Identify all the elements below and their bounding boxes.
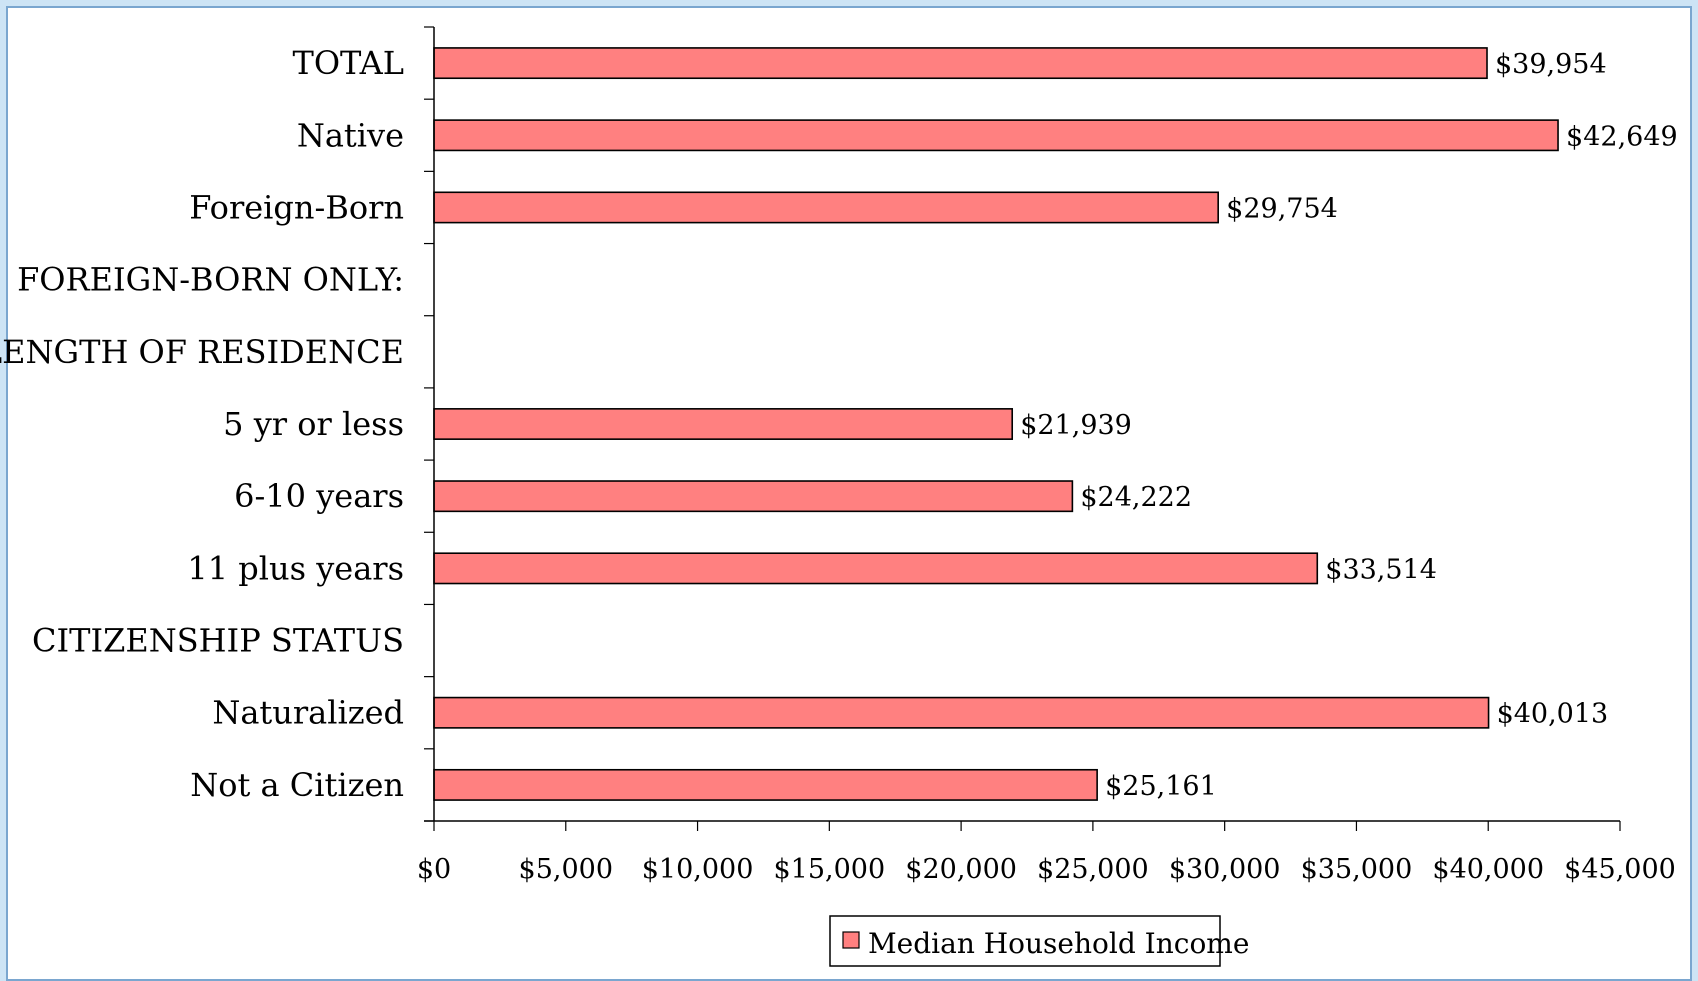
value-label: $25,161	[1105, 771, 1217, 802]
value-label: $40,013	[1497, 699, 1609, 730]
category-label: Native	[297, 116, 404, 154]
value-labels: $39,954 $42,649 $29,754 $21,939 $24,222 $33,5…	[1020, 49, 1677, 802]
x-tick-label: $0	[417, 854, 451, 885]
x-tick-label: $15,000	[774, 854, 886, 885]
legend-box	[829, 915, 1221, 967]
bar	[433, 768, 1098, 801]
bar	[433, 408, 1014, 440]
category-label: Not a Citizen	[190, 766, 404, 804]
x-tick-label: $25,000	[1037, 854, 1149, 885]
value-label: $39,954	[1495, 49, 1607, 80]
x-tick-label: $20,000	[905, 854, 1017, 885]
value-label: $33,514	[1325, 554, 1437, 585]
bars	[433, 47, 1559, 801]
category-label: TOTAL	[292, 44, 404, 82]
bar	[433, 696, 1490, 729]
bar	[433, 480, 1074, 513]
x-tick-label: $35,000	[1301, 854, 1413, 885]
category-label: Foreign-Born	[189, 188, 404, 226]
value-label: $42,649	[1566, 121, 1678, 152]
x-tick-label: $10,000	[642, 854, 754, 885]
category-label: CITIZENSHIP STATUS	[32, 622, 404, 660]
category-label: 6-10 years	[234, 477, 404, 515]
category-label: 5 yr or less	[223, 405, 404, 443]
value-label: $29,754	[1226, 193, 1338, 224]
x-tick-label: $40,000	[1432, 854, 1544, 885]
bar	[433, 552, 1319, 585]
x-tick-label: $45,000	[1564, 854, 1676, 885]
category-label: 11 plus years	[187, 549, 404, 587]
bar	[433, 191, 1219, 224]
legend: Median Household Income	[829, 915, 1249, 967]
axes	[424, 26, 1621, 831]
legend-swatch	[842, 931, 860, 949]
category-label: LENGTH OF RESIDENCE	[0, 333, 404, 371]
legend-label: Median Household Income	[868, 927, 1249, 960]
x-tick-label: $30,000	[1169, 854, 1281, 885]
value-label: $24,222	[1080, 482, 1192, 513]
bar	[433, 119, 1559, 152]
category-labels: TOTAL Native Foreign-Born FOREIGN-BORN ONLY…	[0, 44, 404, 804]
category-label: FOREIGN-BORN ONLY:	[17, 261, 404, 299]
category-label: Naturalized	[212, 694, 404, 732]
x-tick-label: $5,000	[519, 854, 613, 885]
bar	[433, 47, 1488, 80]
value-label: $21,939	[1020, 410, 1132, 441]
x-tick-labels: $0 $5,000 $10,000 $15,000 $20,000 $25,000 $30,…	[417, 854, 1676, 885]
